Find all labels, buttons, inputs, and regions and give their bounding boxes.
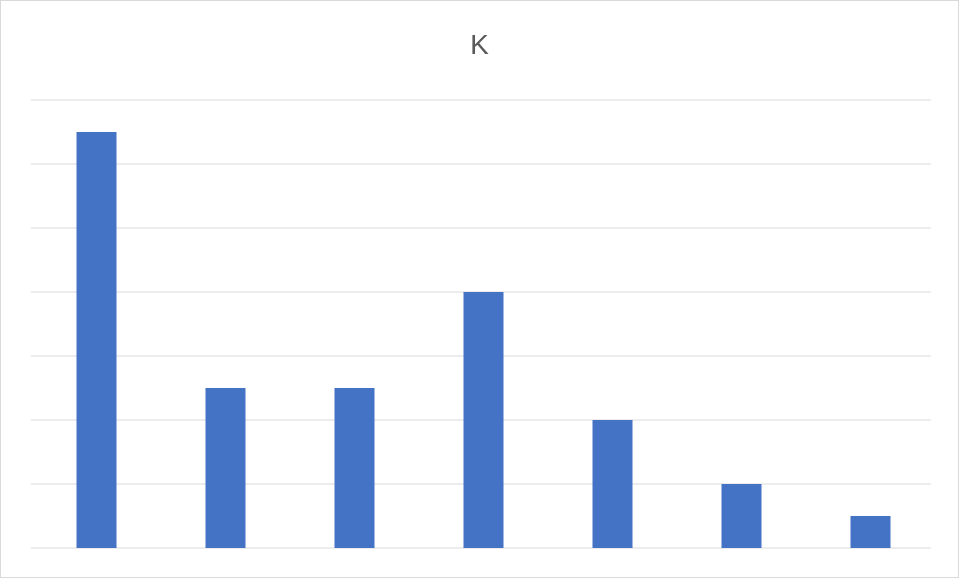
bar (593, 420, 633, 548)
bar-series (77, 132, 891, 548)
bar (722, 484, 762, 548)
bar (335, 388, 375, 548)
bar (77, 132, 117, 548)
bar (206, 388, 246, 548)
bar (464, 292, 504, 548)
bar (851, 516, 891, 548)
